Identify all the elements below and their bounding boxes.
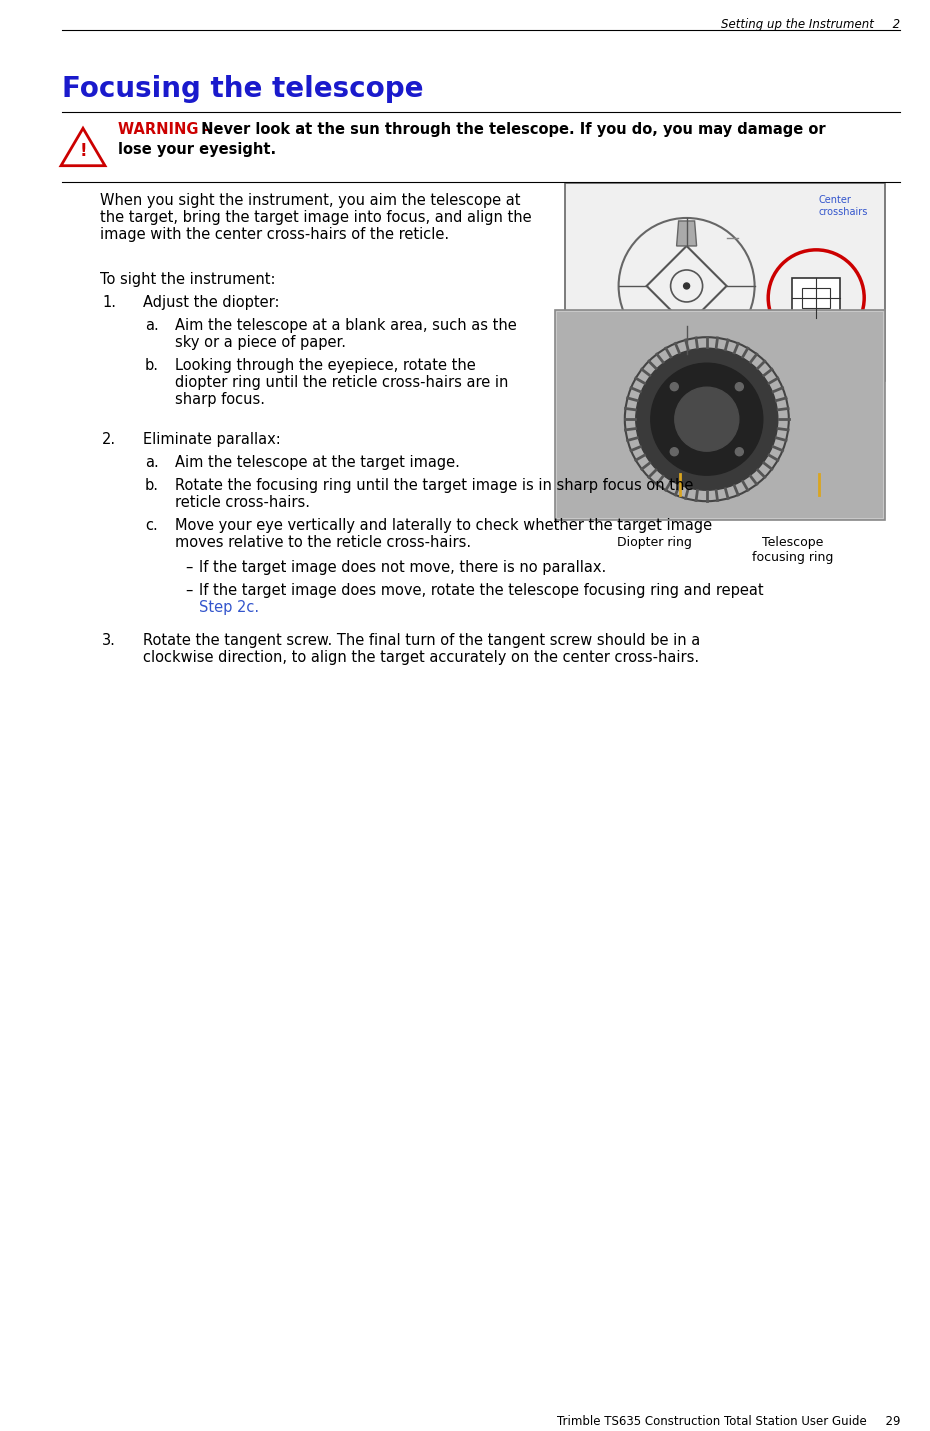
Bar: [565, 183, 885, 381]
Text: Move your eye vertically and laterally to check whether the target image: Move your eye vertically and laterally t…: [175, 518, 712, 532]
Text: sharp focus.: sharp focus.: [175, 392, 265, 406]
Text: Diopter ring: Diopter ring: [617, 537, 691, 550]
Circle shape: [684, 283, 690, 289]
Text: 3.: 3.: [102, 633, 116, 648]
Text: Telescope
focusing ring: Telescope focusing ring: [752, 537, 833, 564]
Text: Never look at the sun through the telescope. If you do, you may damage or: Never look at the sun through the telesc…: [196, 122, 826, 137]
Circle shape: [736, 448, 743, 455]
Bar: [557, 312, 883, 518]
Text: a.: a.: [145, 318, 159, 333]
Circle shape: [636, 348, 777, 491]
Text: Rotate the tangent screw. The final turn of the tangent screw should be in a: Rotate the tangent screw. The final turn…: [143, 633, 700, 648]
Text: c.: c.: [145, 518, 158, 532]
Bar: [555, 311, 885, 519]
Text: To sight the instrument:: To sight the instrument:: [100, 272, 275, 288]
Text: If the target image does move, rotate the telescope focusing ring and repeat: If the target image does move, rotate th…: [199, 582, 764, 598]
Text: 2.: 2.: [102, 432, 116, 446]
Circle shape: [671, 448, 678, 455]
Text: Step 2c.: Step 2c.: [199, 600, 259, 615]
Bar: [792, 278, 840, 318]
Text: clockwise direction, to align the target accurately on the center cross-hairs.: clockwise direction, to align the target…: [143, 650, 699, 665]
Circle shape: [671, 382, 678, 391]
Text: 1.: 1.: [102, 295, 116, 311]
Text: reticle cross-hairs.: reticle cross-hairs.: [175, 495, 310, 509]
Text: WARNING –: WARNING –: [118, 122, 211, 137]
Text: Rotate the focusing ring until the target image is in sharp focus on the: Rotate the focusing ring until the targe…: [175, 478, 694, 494]
Text: moves relative to the reticle cross-hairs.: moves relative to the reticle cross-hair…: [175, 535, 472, 550]
Text: When you sight the instrument, you aim the telescope at: When you sight the instrument, you aim t…: [100, 193, 521, 207]
Text: sky or a piece of paper.: sky or a piece of paper.: [175, 335, 346, 351]
Text: –: –: [185, 560, 193, 575]
Text: a.: a.: [145, 455, 159, 469]
Text: diopter ring until the reticle cross-hairs are in: diopter ring until the reticle cross-hai…: [175, 375, 509, 391]
Text: –: –: [185, 582, 193, 598]
Text: Eliminate parallax:: Eliminate parallax:: [143, 432, 281, 446]
Circle shape: [675, 388, 738, 451]
Text: the target, bring the target image into focus, and align the: the target, bring the target image into …: [100, 210, 532, 225]
Text: lose your eyesight.: lose your eyesight.: [118, 142, 276, 157]
Text: Focusing the telescope: Focusing the telescope: [62, 74, 423, 103]
Text: Looking through the eyepiece, rotate the: Looking through the eyepiece, rotate the: [175, 358, 476, 373]
Text: b.: b.: [145, 358, 159, 373]
Text: b.: b.: [145, 478, 159, 494]
Text: image with the center cross-hairs of the reticle.: image with the center cross-hairs of the…: [100, 228, 449, 242]
Text: Aim the telescope at a blank area, such as the: Aim the telescope at a blank area, such …: [175, 318, 517, 333]
Text: Trimble TS635 Construction Total Station User Guide     29: Trimble TS635 Construction Total Station…: [556, 1415, 900, 1428]
Bar: [803, 288, 830, 308]
Circle shape: [651, 363, 763, 475]
Text: Aim the telescope at the target image.: Aim the telescope at the target image.: [175, 455, 459, 469]
Polygon shape: [677, 220, 697, 246]
Text: Center
crosshairs: Center crosshairs: [818, 195, 868, 216]
Text: Adjust the diopter:: Adjust the diopter:: [143, 295, 280, 311]
Circle shape: [736, 382, 743, 391]
Text: Setting up the Instrument     2: Setting up the Instrument 2: [721, 19, 900, 31]
Text: !: !: [79, 142, 86, 160]
Text: If the target image does not move, there is no parallax.: If the target image does not move, there…: [199, 560, 606, 575]
